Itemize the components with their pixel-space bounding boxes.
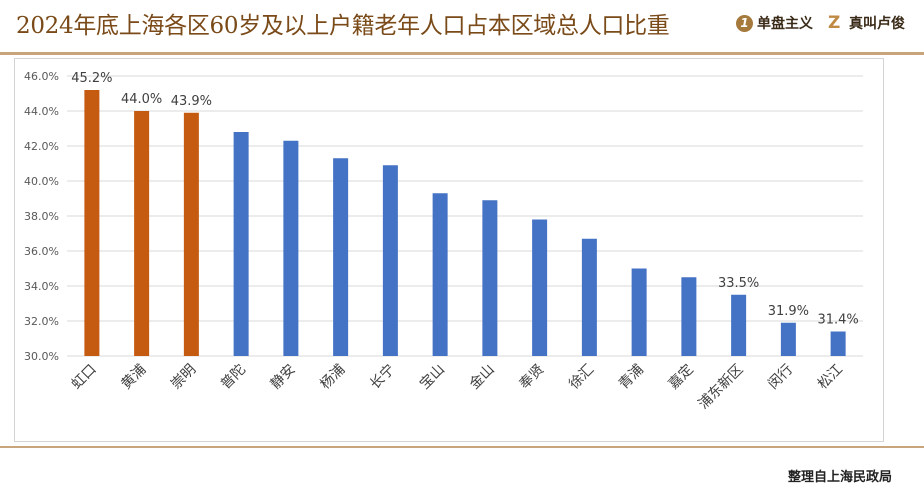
bar-3 (183, 112, 199, 356)
bar-9 (482, 200, 498, 356)
x-tick-label: 黄浦 (118, 361, 150, 393)
x-tick-label: 崇明 (168, 362, 199, 393)
logo-mark-icon: Z (828, 12, 841, 33)
y-tick-label: 42.0% (24, 140, 59, 153)
y-tick-label: 36.0% (24, 245, 59, 258)
bar-11 (581, 238, 597, 356)
y-tick-label: 44.0% (24, 105, 59, 118)
y-tick-label: 30.0% (24, 350, 59, 363)
x-tick-label: 奉贤 (516, 362, 547, 393)
x-tick-label: 静安 (268, 362, 299, 393)
y-tick-label: 34.0% (24, 280, 59, 293)
bar-4 (233, 132, 249, 356)
footer-divider (0, 446, 924, 448)
bar-6 (333, 158, 349, 356)
data-label: 45.2% (71, 71, 112, 86)
bar-7 (382, 165, 398, 356)
x-tick-label: 杨浦 (317, 362, 348, 393)
x-tick-label: 金山 (467, 362, 498, 393)
logo-text: 单盘主义 (757, 16, 813, 32)
header-divider (0, 52, 924, 55)
bar-8 (432, 193, 448, 356)
bar-1 (84, 90, 100, 356)
data-label: 31.9% (768, 304, 809, 319)
y-tick-label: 46.0% (24, 70, 59, 83)
brand-logo-1: 1 单盘主义 (736, 13, 813, 33)
bar-2 (134, 111, 150, 356)
page-title: 2024年底上海各区60岁及以上户籍老年人口占本区域总人口比重 (16, 13, 670, 39)
data-label: 44.0% (121, 92, 162, 107)
data-label: 33.5% (718, 276, 759, 291)
logo-mark-icon: 1 (736, 14, 753, 32)
bar-16 (830, 331, 846, 356)
brand-logo-2: Z 真叫卢俊 (828, 13, 905, 33)
x-tick-label: 普陀 (218, 362, 249, 393)
data-label: 31.4% (817, 313, 858, 328)
x-tick-label: 宝山 (417, 362, 448, 393)
x-tick-label: 闵行 (765, 362, 796, 393)
chart-frame: 30.0% 32.0% 34.0% 36.0% 38.0% 40.0% 42.0% 44.0%… (14, 58, 884, 442)
y-tick-label: 38.0% (24, 210, 59, 223)
x-tick-label: 松江 (815, 362, 846, 393)
logo-text: 真叫卢俊 (849, 16, 905, 32)
bar-15 (780, 322, 796, 356)
x-tick-label: 青浦 (616, 362, 647, 393)
bar-12 (631, 268, 647, 356)
x-tick-label: 虹口 (69, 362, 100, 393)
bar-chart: 30.0% 32.0% 34.0% 36.0% 38.0% 40.0% 42.0% 44.0%… (24, 70, 863, 413)
bar-14 (731, 294, 747, 356)
x-tick-label: 浦东新区 (696, 362, 747, 413)
y-tick-label: 32.0% (24, 315, 59, 328)
y-tick-label: 40.0% (24, 175, 59, 188)
data-label: 43.9% (171, 94, 212, 109)
bar-5 (283, 140, 299, 356)
x-tick-label: 徐汇 (566, 362, 597, 393)
bar-10 (532, 219, 548, 356)
x-tick-label: 长宁 (366, 361, 398, 393)
x-tick-label: 嘉定 (666, 362, 697, 393)
bar-13 (681, 277, 697, 356)
source-note: 整理自上海民政局 (787, 470, 892, 485)
header: 2024年底上海各区60岁及以上户籍老年人口占本区域总人口比重 1 单盘主义 Z… (0, 0, 924, 52)
